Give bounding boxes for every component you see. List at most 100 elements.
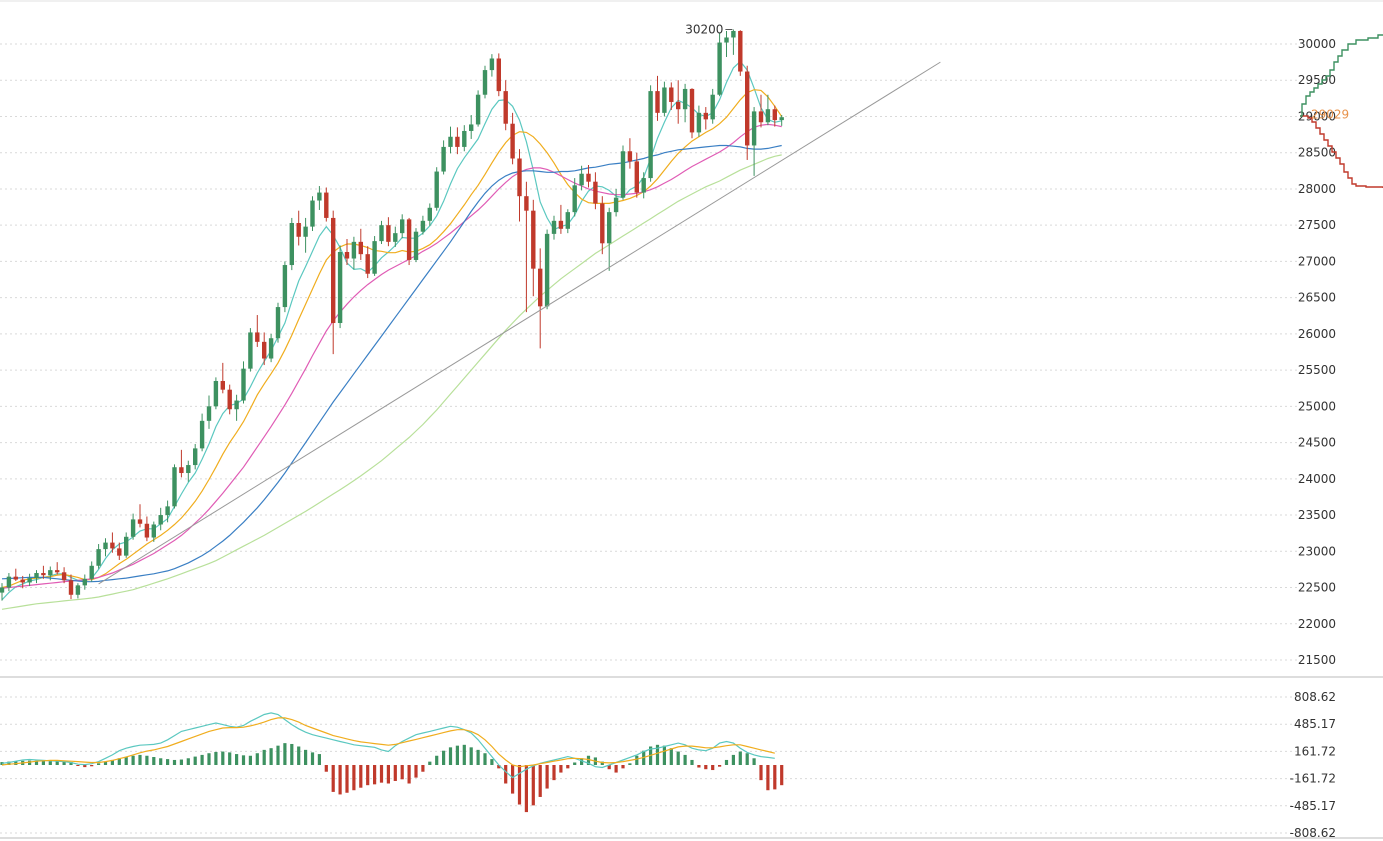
- price-tick-label: 21500: [1298, 653, 1336, 667]
- macd-bar: [490, 759, 494, 765]
- candle: [337, 245, 343, 329]
- macd-bar: [221, 751, 225, 765]
- candle: [248, 328, 253, 372]
- candle: [96, 544, 101, 569]
- macd-bar: [366, 765, 370, 786]
- macd-bar: [724, 759, 729, 765]
- macd-bar: [248, 755, 252, 765]
- macd-bar: [200, 754, 204, 765]
- candle: [662, 81, 667, 117]
- candle: [372, 236, 377, 276]
- macd-bar: [255, 753, 259, 765]
- macd-bar: [55, 761, 59, 765]
- macd-bar: [152, 757, 156, 765]
- macd-tick-label: -808.62: [1290, 826, 1336, 840]
- candle: [448, 126, 453, 154]
- macd-bar: [304, 749, 308, 765]
- macd-bar: [552, 765, 556, 781]
- macd-bar: [310, 752, 315, 765]
- candle: [255, 315, 260, 347]
- macd-bar: [297, 746, 301, 765]
- candle: [600, 196, 605, 255]
- candle: [517, 149, 522, 222]
- candle: [206, 395, 212, 429]
- candle: [124, 532, 129, 558]
- candle: [117, 542, 122, 560]
- candle: [0, 583, 5, 601]
- macd-bar: [283, 743, 287, 765]
- price-grid: [0, 43, 1298, 661]
- depth-bids-line: [1300, 115, 1383, 188]
- macd-bar: [455, 745, 459, 765]
- candle: [358, 228, 363, 260]
- price-tick-label: 23500: [1298, 508, 1336, 522]
- annotations: 30200 29029: [685, 23, 1349, 122]
- trendline: [98, 61, 941, 585]
- macd-bar: [759, 765, 763, 781]
- candle: [296, 210, 301, 246]
- candle: [61, 567, 67, 584]
- candle: [34, 570, 39, 584]
- macd-tick-label: -161.72: [1290, 772, 1336, 786]
- candle: [89, 561, 94, 582]
- macd-bar: [407, 765, 411, 784]
- candle: [717, 32, 722, 97]
- candle: [503, 80, 508, 131]
- macd-bar: [352, 765, 356, 791]
- macd-lines: [1, 712, 775, 779]
- candle: [558, 204, 564, 234]
- candle: [193, 444, 198, 470]
- macd-bar: [669, 748, 673, 765]
- macd-bar: [497, 765, 501, 769]
- price-tick-label: 30000: [1298, 37, 1336, 51]
- depth-chart: [1300, 34, 1383, 188]
- macd-bar: [435, 755, 439, 765]
- candle: [393, 226, 398, 247]
- macd-bar: [566, 765, 570, 769]
- macd-bar: [138, 754, 142, 765]
- macd-bar: [124, 757, 128, 765]
- macd-bar: [628, 763, 632, 765]
- candle: [351, 236, 357, 270]
- candle: [151, 521, 156, 542]
- macd-bar: [373, 765, 377, 785]
- candle: [110, 532, 115, 553]
- price-tick-label: 27500: [1298, 218, 1336, 232]
- macd-bar: [48, 761, 52, 765]
- macd-bar: [228, 752, 232, 765]
- price-tick-label: 25000: [1298, 399, 1336, 413]
- macd-bar: [731, 754, 735, 765]
- macd-bar: [621, 765, 625, 769]
- candle: [406, 217, 412, 266]
- macd-bar: [131, 755, 135, 765]
- ma-line-ma-mid: [1, 89, 783, 589]
- candle: [41, 565, 46, 579]
- candle: [689, 88, 695, 139]
- candle: [627, 138, 633, 169]
- macd-bar: [600, 761, 604, 765]
- candle: [703, 107, 708, 130]
- candle: [731, 29, 736, 55]
- price-tick-label: 29000: [1298, 109, 1336, 123]
- macd-bar: [766, 765, 770, 791]
- candle: [379, 220, 384, 245]
- candle: [641, 172, 646, 199]
- candle: [331, 210, 336, 355]
- candle: [620, 145, 626, 200]
- macd-bar: [442, 750, 446, 765]
- depth-asks-line: [1300, 34, 1383, 117]
- macd-bar: [159, 758, 163, 765]
- macd-bar: [179, 759, 183, 765]
- macd-bar: [34, 760, 39, 765]
- macd-bar: [62, 761, 66, 765]
- macd-bar: [324, 765, 328, 772]
- macd-bar: [517, 765, 522, 805]
- candle: [158, 507, 163, 531]
- macd-bar: [69, 761, 73, 765]
- macd-tick-label: 161.72: [1294, 744, 1336, 758]
- macd-bar: [718, 765, 722, 767]
- price-tick-label: 26000: [1298, 327, 1336, 341]
- candle: [165, 500, 170, 523]
- macd-histogram: [0, 743, 784, 813]
